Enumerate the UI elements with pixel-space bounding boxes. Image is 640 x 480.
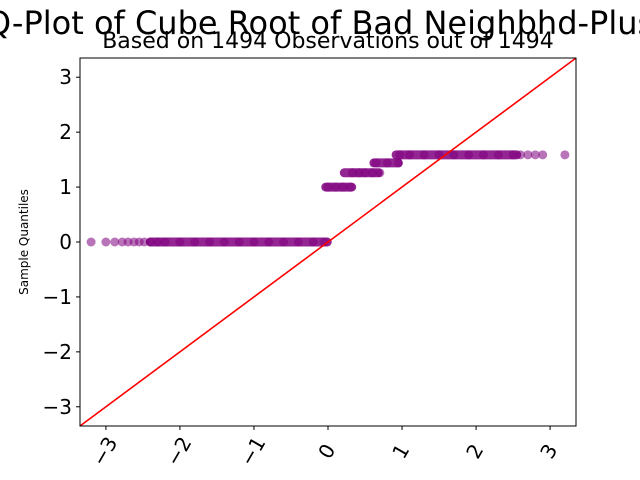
chart-subtitle: Based on 1494 Observations out of 1494 bbox=[102, 29, 554, 54]
y-axis-label: Sample Quantiles bbox=[17, 189, 31, 295]
data-point bbox=[145, 237, 155, 247]
data-point bbox=[175, 237, 185, 247]
data-point bbox=[464, 150, 474, 160]
data-point bbox=[560, 150, 570, 160]
x-axis-ticks: −3 −2 −1 0 1 2 3 bbox=[87, 426, 562, 470]
data-point bbox=[404, 150, 414, 160]
data-point bbox=[190, 237, 200, 247]
data-point bbox=[371, 158, 381, 168]
y-tick-label: 2 bbox=[59, 120, 72, 144]
x-tick-label: 2 bbox=[461, 440, 488, 463]
data-point bbox=[449, 150, 459, 160]
data-point bbox=[234, 237, 244, 247]
y-tick-label: 3 bbox=[59, 65, 72, 89]
x-tick-label: −3 bbox=[87, 432, 123, 470]
data-point bbox=[538, 150, 548, 160]
data-point bbox=[393, 158, 403, 168]
data-point bbox=[323, 182, 333, 192]
data-point bbox=[110, 237, 120, 247]
y-tick-label: −1 bbox=[43, 285, 72, 309]
data-point bbox=[419, 150, 429, 160]
x-tick-label: 3 bbox=[535, 440, 562, 463]
data-point bbox=[293, 237, 303, 247]
data-point bbox=[319, 237, 329, 247]
data-point bbox=[219, 237, 229, 247]
x-tick-label: −1 bbox=[235, 432, 271, 470]
data-point bbox=[264, 237, 274, 247]
y-tick-label: −3 bbox=[43, 395, 72, 419]
data-point bbox=[508, 150, 518, 160]
data-point bbox=[375, 168, 385, 178]
data-point bbox=[249, 237, 259, 247]
data-point bbox=[515, 150, 525, 160]
data-point bbox=[367, 168, 377, 178]
chart-title: Q-Plot of Cube Root of Bad Neighbhd-Plus bbox=[0, 4, 640, 42]
data-point bbox=[493, 150, 503, 160]
y-tick-label: 1 bbox=[59, 175, 72, 199]
data-point bbox=[395, 150, 405, 160]
data-point bbox=[345, 182, 355, 192]
data-point bbox=[347, 168, 357, 178]
reference-line-group bbox=[79, 57, 577, 427]
y-tick-label: −2 bbox=[43, 340, 72, 364]
data-point bbox=[308, 237, 318, 247]
x-tick-label: 1 bbox=[387, 440, 414, 463]
x-tick-label: −2 bbox=[161, 432, 197, 470]
data-point bbox=[330, 182, 340, 192]
data-point bbox=[523, 150, 533, 160]
data-point bbox=[86, 237, 96, 247]
data-point bbox=[205, 237, 215, 247]
data-point bbox=[382, 158, 392, 168]
x-tick-label: 0 bbox=[313, 440, 340, 463]
reference-line bbox=[79, 57, 577, 427]
data-point bbox=[101, 237, 111, 247]
data-point bbox=[338, 182, 348, 192]
data-point bbox=[160, 237, 170, 247]
data-point bbox=[153, 237, 163, 247]
y-axis-ticks: −3 −2 −1 0 1 2 3 bbox=[43, 65, 80, 419]
data-point bbox=[478, 150, 488, 160]
data-point bbox=[279, 237, 289, 247]
data-point bbox=[530, 150, 540, 160]
data-marks bbox=[86, 150, 570, 247]
y-tick-label: 0 bbox=[59, 230, 72, 254]
data-point bbox=[360, 168, 370, 178]
